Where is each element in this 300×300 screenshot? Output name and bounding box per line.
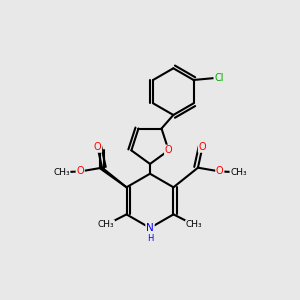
Text: O: O: [199, 142, 206, 152]
Text: O: O: [216, 167, 224, 176]
Text: CH₃: CH₃: [53, 168, 70, 177]
Text: H: H: [147, 234, 153, 243]
Text: O: O: [76, 167, 84, 176]
Text: CH₃: CH₃: [186, 220, 202, 230]
Text: Cl: Cl: [214, 73, 224, 83]
Text: O: O: [94, 142, 101, 152]
Text: CH₃: CH₃: [230, 168, 247, 177]
Text: N: N: [146, 223, 154, 233]
Text: CH₃: CH₃: [98, 220, 114, 230]
Text: O: O: [165, 146, 172, 155]
